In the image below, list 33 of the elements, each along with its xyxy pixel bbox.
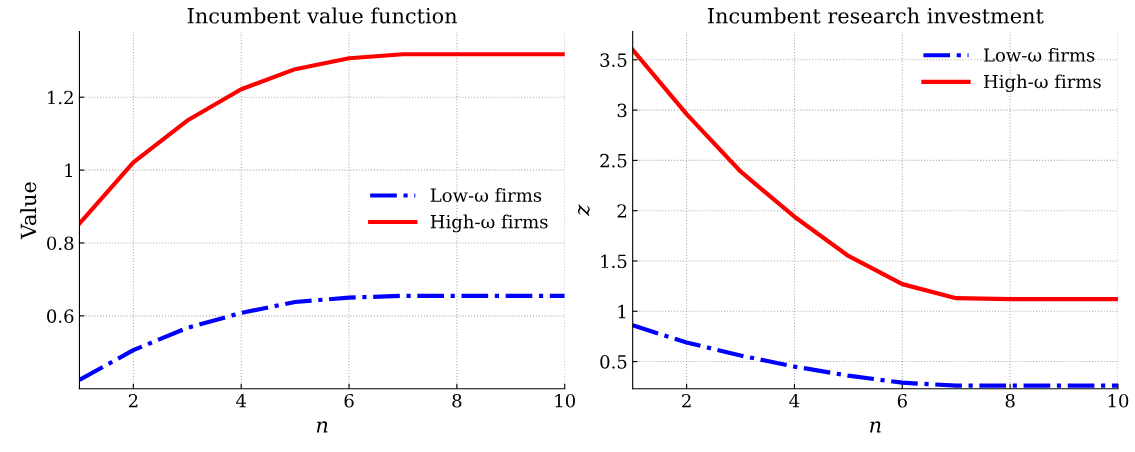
x-tick-label: 8	[1005, 393, 1015, 408]
x-tick-label: 2	[682, 393, 691, 408]
y-tick-label: 1.5	[601, 254, 627, 269]
y-tick-label: 0.5	[600, 355, 627, 369]
y-tick-label: 0.6	[47, 309, 74, 323]
legend-label: High-ω firms	[430, 214, 548, 233]
y-tick-label: 0.8	[47, 236, 74, 251]
x-tick-label: 10	[1108, 393, 1129, 408]
y-axis-title: Value	[20, 182, 37, 240]
y-tick-label: 2.5	[600, 153, 627, 168]
y-tick-label: 3.5	[600, 53, 627, 67]
x-tick-label: 6	[344, 393, 354, 408]
x-tick-label: 10	[555, 393, 576, 408]
x-tick-label: 2	[128, 393, 138, 408]
legend-label: Low-ω firms	[430, 188, 542, 203]
line-series	[632, 47, 1118, 302]
y-tick-label: 1	[618, 304, 626, 319]
y-tick-label: 1	[65, 163, 73, 177]
x-tick-label: 4	[789, 393, 800, 408]
legend-label: High-ω firms	[983, 74, 1101, 93]
x-axis-title: n	[316, 421, 328, 433]
x-tick-label: 8	[452, 393, 462, 408]
x-axis-title: n	[870, 421, 881, 433]
chart-title: Incumbent research investment	[707, 7, 1044, 24]
y-tick-label: 1.2	[48, 90, 73, 105]
legend-label: Low-ω firms	[983, 47, 1095, 62]
y-axis-title: z	[577, 204, 590, 216]
line-series	[79, 293, 565, 383]
x-tick-label: 6	[897, 393, 907, 408]
chart-title: Incumbent value function	[187, 7, 458, 24]
y-tick-label: 2	[617, 204, 627, 218]
x-tick-label: 4	[236, 393, 247, 408]
y-tick-label: 3	[617, 103, 627, 118]
